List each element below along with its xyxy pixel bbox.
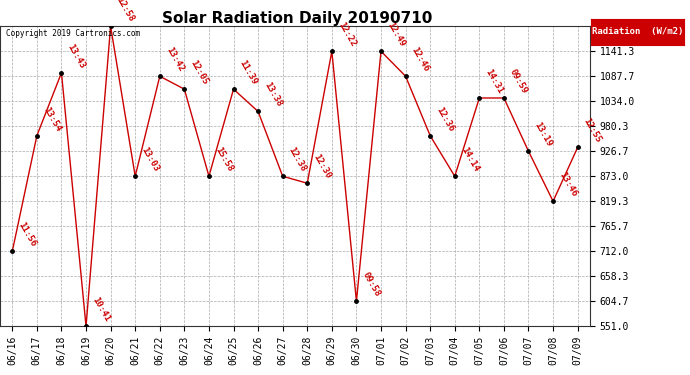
Text: 10:41: 10:41 <box>90 296 111 324</box>
Text: 12:30: 12:30 <box>311 153 333 180</box>
Text: 12:46: 12:46 <box>410 46 431 74</box>
Text: 13:46: 13:46 <box>558 171 578 198</box>
Text: 12:36: 12:36 <box>434 105 455 133</box>
Text: 15:58: 15:58 <box>213 146 235 174</box>
Text: Solar Radiation Daily 20190710: Solar Radiation Daily 20190710 <box>161 11 432 26</box>
Text: 14:14: 14:14 <box>459 146 480 174</box>
Text: 12:38: 12:38 <box>287 146 308 174</box>
Text: 13:43: 13:43 <box>66 42 87 70</box>
Text: Copyright 2019 Cartronics.com: Copyright 2019 Cartronics.com <box>6 29 140 38</box>
Text: 13:38: 13:38 <box>262 81 284 109</box>
Text: 12:22: 12:22 <box>336 21 357 48</box>
Text: 13:19: 13:19 <box>533 121 554 148</box>
Text: 12:05: 12:05 <box>188 58 210 86</box>
Text: 13:54: 13:54 <box>41 105 62 133</box>
Text: 11:39: 11:39 <box>237 58 259 86</box>
Text: 14:31: 14:31 <box>484 68 504 95</box>
Text: 11:56: 11:56 <box>17 221 38 249</box>
Text: 13:42: 13:42 <box>164 46 185 74</box>
Text: 12:58: 12:58 <box>115 0 136 24</box>
Text: 13:03: 13:03 <box>139 146 161 174</box>
Text: 12:55: 12:55 <box>582 117 603 145</box>
Text: Radiation  (W/m2): Radiation (W/m2) <box>591 27 683 36</box>
Text: 12:49: 12:49 <box>385 21 406 48</box>
Text: 09:58: 09:58 <box>361 271 382 298</box>
Text: 09:59: 09:59 <box>508 68 529 95</box>
